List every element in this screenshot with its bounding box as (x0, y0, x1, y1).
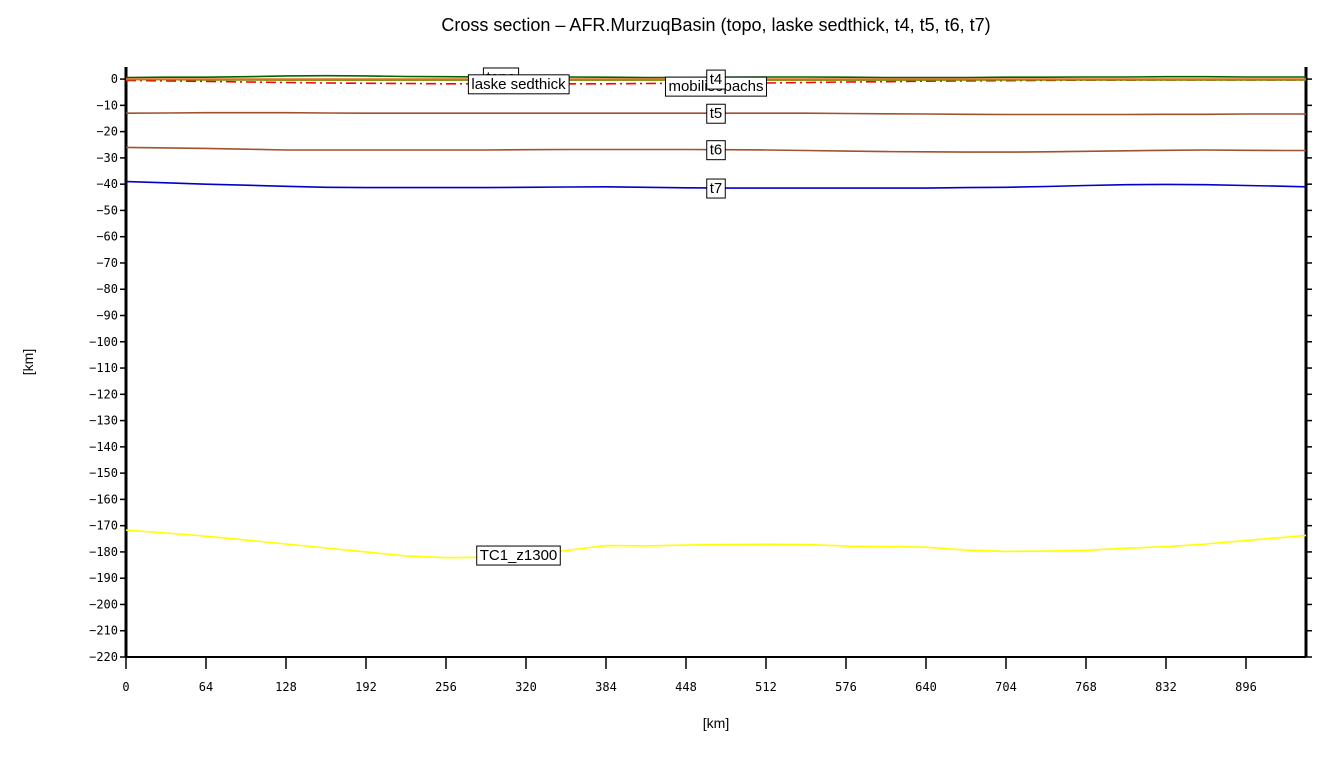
y-tick-label: −40 (96, 177, 118, 191)
label-text: laske sedthick (471, 76, 566, 93)
x-tick-label: 896 (1235, 680, 1257, 694)
x-tick-label: 768 (1075, 680, 1097, 694)
label-text: t4 (710, 71, 723, 88)
y-tick-label: −50 (96, 203, 118, 217)
x-tick-label: 512 (755, 680, 777, 694)
y-tick-label: −110 (89, 361, 118, 375)
label-box (706, 140, 726, 161)
y-tick-label: −20 (96, 125, 118, 139)
y-tick-label: −130 (89, 414, 118, 428)
label-text: TC1_z1300 (480, 547, 558, 564)
series-label: TC1_z1300 (476, 545, 561, 566)
label-box (476, 545, 561, 566)
label-text: t5 (710, 105, 723, 122)
x-tick-label: 192 (355, 680, 377, 694)
y-tick-label: −120 (89, 387, 118, 401)
y-tick-label: −10 (96, 98, 118, 112)
x-tick-label: 64 (199, 680, 213, 694)
label-box (706, 69, 726, 90)
series-line (125, 111, 1306, 116)
x-tick-label: 256 (435, 680, 457, 694)
y-tick-label: −170 (89, 519, 118, 533)
y-tick-label: −160 (89, 492, 118, 506)
x-tick-label: 576 (835, 680, 857, 694)
x-axis-label: [km] (703, 715, 729, 731)
series-label: t7 (706, 178, 726, 199)
series-label: t4 (706, 69, 726, 90)
y-tick-label: 0 (111, 72, 118, 86)
label-box (706, 103, 726, 124)
x-tick-label: 832 (1155, 680, 1177, 694)
y-tick-label: −210 (89, 624, 118, 638)
y-tick-label: −190 (89, 571, 118, 585)
y-tick-label: −30 (96, 151, 118, 165)
x-tick-label: 128 (275, 680, 297, 694)
x-tick-label: 448 (675, 680, 697, 694)
series-label: t5 (706, 103, 726, 124)
y-tick-label: −150 (89, 466, 118, 480)
y-tick-label: −200 (89, 597, 118, 611)
x-tick-label: 704 (995, 680, 1017, 694)
series-line (125, 180, 1307, 189)
x-tick-label: 640 (915, 680, 937, 694)
label-text: t7 (710, 180, 723, 197)
series-line (125, 529, 1307, 559)
series-line (125, 146, 1306, 153)
y-tick-label: −70 (96, 256, 118, 270)
y-tick-label: −140 (89, 440, 118, 454)
y-tick-label: −80 (96, 282, 118, 296)
y-axis-label: [km] (20, 349, 36, 375)
chart-title: Cross section – AFR.MurzuqBasin (topo, l… (441, 15, 990, 35)
label-text: t6 (710, 142, 723, 159)
x-tick-label: 320 (515, 680, 537, 694)
series-label: t6 (706, 140, 726, 161)
y-tick-label: −90 (96, 309, 118, 323)
y-tick-label: −100 (89, 335, 118, 349)
series-label: laske sedthick (467, 74, 570, 95)
label-box (467, 74, 570, 95)
y-tick-label: −60 (96, 230, 118, 244)
y-tick-label: −220 (89, 650, 118, 664)
label-box (706, 178, 726, 199)
x-tick-label: 384 (595, 680, 617, 694)
y-tick-label: −180 (89, 545, 118, 559)
x-tick-label: 0 (122, 680, 129, 694)
